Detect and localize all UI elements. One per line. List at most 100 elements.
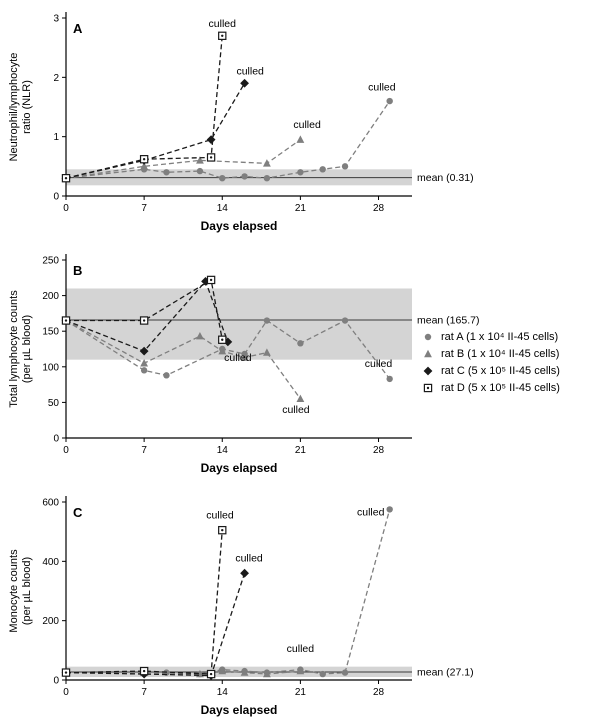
data-point-dot (142, 319, 146, 322)
x-tick-label: 0 (63, 445, 69, 456)
series-rat-A (62, 506, 393, 678)
y-tick-label: 400 (42, 557, 59, 568)
legend-item-rat-c: rat C (5 x 10⁵ II-45 cells) (420, 365, 560, 377)
y-axis-label: Total lymphocyte counts (8, 290, 20, 408)
data-point-circle (263, 317, 271, 324)
x-tick-label: 7 (141, 445, 147, 456)
legend-item-rat-a: rat A (1 x 10⁴ II-45 cells) (420, 331, 560, 343)
y-axis-label: Neutrophil/lymphocyte (8, 53, 20, 162)
chart-panel-A: 0 1 2 3 0 7 14 21 28 culled culled culled culled mean… (8, 12, 474, 233)
panel-A: 0 1 2 3 0 7 14 21 28 culled culled culled culled mean… (0, 0, 600, 242)
y-tick-label: 50 (48, 398, 60, 409)
y-axis-label: Monocyte counts (8, 549, 20, 633)
culled-annotation: culled (357, 506, 385, 518)
x-tick-label: 28 (373, 203, 385, 214)
data-point-circle (196, 167, 204, 175)
data-point-circle (297, 169, 304, 176)
triangle-marker-icon (424, 349, 432, 358)
panel-letter: C (73, 505, 83, 520)
series-rat-D (61, 31, 227, 183)
data-point-dot (64, 319, 68, 322)
culled-annotation: culled (293, 119, 321, 131)
data-point-triangle (424, 349, 432, 358)
data-point-circle (424, 333, 432, 341)
data-point-circle (386, 375, 393, 383)
x-tick-label: 7 (141, 687, 147, 698)
mean-label: mean (27.1) (417, 666, 474, 678)
legend-label-rat-c: rat C (5 x 10⁵ II-45 cells) (441, 365, 560, 377)
y-axis-label: (per µL blood) (21, 557, 33, 625)
y-axis-label: (per µL blood) (21, 315, 33, 383)
y-tick-label: 0 (53, 676, 59, 687)
data-point-dot (142, 669, 146, 673)
data-point-circle (241, 173, 248, 180)
mean-label: mean (0.31) (417, 172, 474, 184)
data-point-circle (386, 506, 393, 513)
legend-label-rat-a: rat A (1 x 10⁴ II-45 cells) (441, 331, 559, 343)
legend-label-rat-b: rat B (1 x 10⁴ II-45 cells) (441, 348, 560, 360)
x-tick-label: 14 (217, 203, 229, 214)
y-tick-label: 100 (42, 362, 59, 373)
x-tick-label: 14 (217, 445, 229, 456)
data-point-circle (263, 175, 271, 182)
data-point-dot (142, 158, 146, 161)
data-point-dot (221, 338, 224, 341)
mean-label: mean (165.7) (417, 315, 479, 327)
x-axis-label: Days elapsed (201, 219, 278, 233)
panel-C: 0 200 400 600 0 7 14 21 28 culled culled culled cull… (0, 484, 600, 726)
data-point-triangle (140, 359, 149, 367)
data-point-triangle (218, 666, 227, 675)
culled-annotation: culled (365, 358, 393, 370)
data-point-dot (426, 386, 430, 390)
y-tick-label: 150 (42, 327, 59, 338)
x-tick-label: 0 (63, 203, 69, 214)
legend-item-rat-b: rat B (1 x 10⁴ II-45 cells) (420, 348, 560, 360)
series-rat-C (61, 568, 249, 680)
data-point-circle (219, 175, 226, 182)
data-point-circle (386, 97, 393, 105)
square-dot-marker-icon (423, 383, 433, 393)
culled-annotation: culled (224, 352, 252, 364)
circle-marker-icon (424, 333, 432, 341)
data-point-dot (209, 156, 213, 159)
data-point-triangle (240, 353, 249, 361)
data-point-dot (221, 528, 224, 532)
culled-annotation: culled (236, 65, 264, 77)
data-point-circle (319, 166, 326, 173)
series-line (66, 278, 223, 340)
y-tick-label: 200 (42, 616, 59, 627)
data-point-diamond (423, 366, 433, 376)
series-line (65, 139, 301, 179)
data-point-triangle (196, 331, 204, 340)
x-tick-label: 28 (373, 445, 385, 456)
data-point-dot (209, 672, 213, 676)
y-tick-label: 1 (53, 132, 59, 143)
panel-B: 0 50 100 150 200 250 0 7 14 21 28 culled culled culle… (0, 242, 600, 484)
panel-letter: A (73, 21, 83, 36)
x-axis-label: Days elapsed (201, 461, 278, 475)
y-tick-label: 2 (53, 73, 59, 84)
data-point-triangle (263, 669, 271, 678)
culled-annotation: culled (368, 81, 396, 93)
data-point-dot (221, 34, 224, 37)
x-tick-label: 21 (295, 687, 307, 698)
data-point-circle (341, 163, 349, 170)
y-tick-label: 600 (42, 498, 59, 509)
data-point-diamond (206, 135, 216, 145)
data-point-diamond (139, 346, 149, 356)
data-point-circle (319, 670, 326, 678)
data-point-triangle (296, 394, 305, 403)
legend-item-rat-d: rat D (5 x 10⁵ II-45 cells) (420, 382, 560, 394)
x-tick-label: 0 (63, 687, 69, 698)
data-point-triangle (296, 135, 305, 143)
data-point-circle (297, 340, 304, 347)
culled-annotation: culled (287, 643, 315, 655)
data-point-dot (64, 671, 68, 674)
data-point-triangle (240, 668, 249, 676)
culled-annotation: culled (282, 404, 310, 416)
culled-annotation: culled (206, 509, 234, 521)
chart-panel-C: 0 200 400 600 0 7 14 21 28 culled culled culled cull… (8, 496, 474, 717)
data-point-circle (163, 372, 170, 379)
series-line (65, 509, 391, 675)
